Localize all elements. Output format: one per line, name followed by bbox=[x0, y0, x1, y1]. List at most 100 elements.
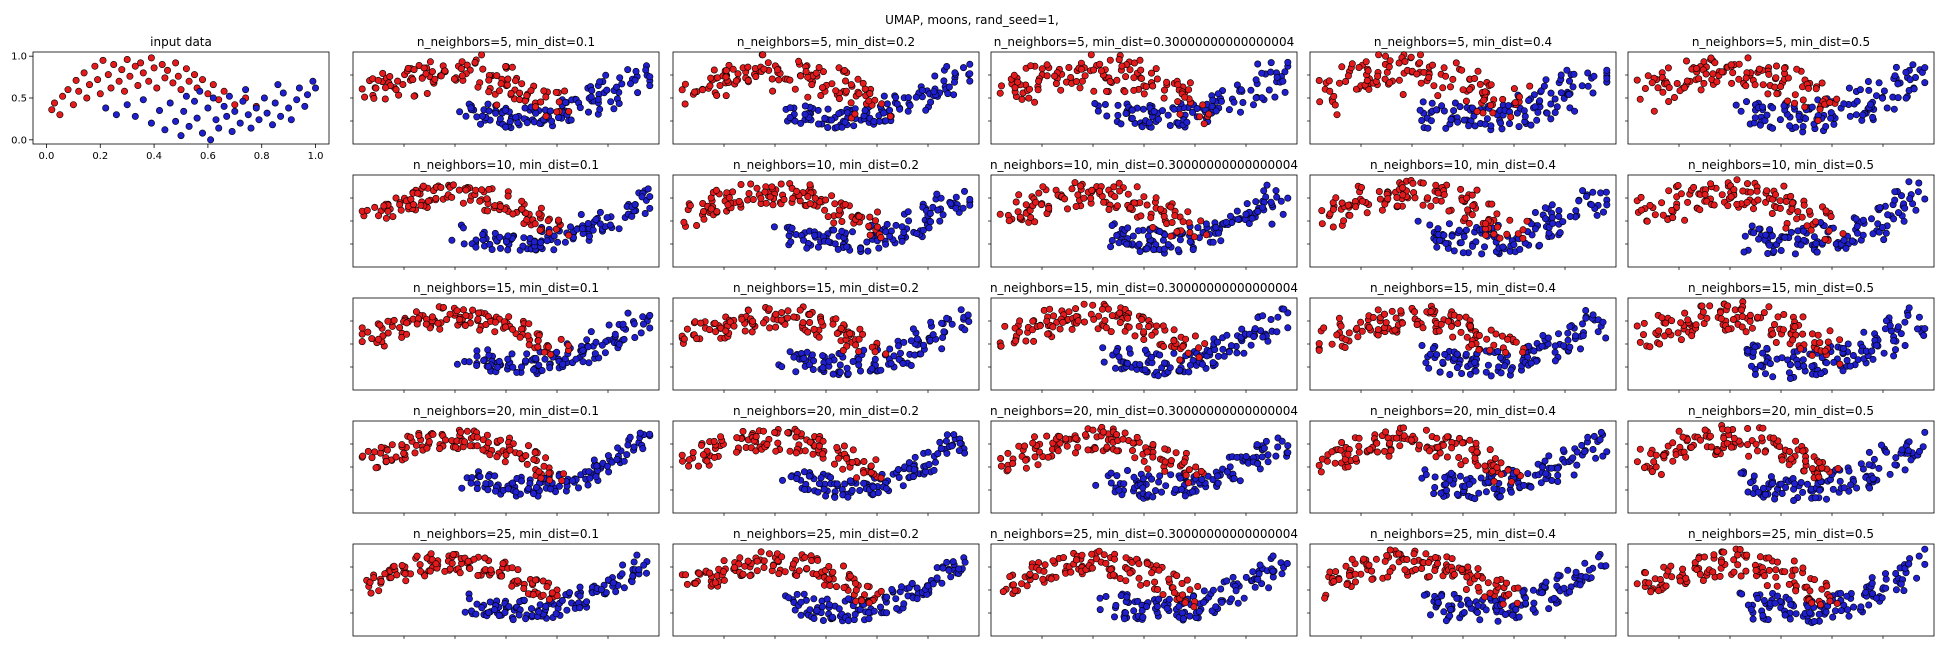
point-class-0 bbox=[1707, 54, 1715, 62]
point-class-0 bbox=[1744, 54, 1752, 62]
point-class-0 bbox=[376, 321, 384, 329]
point-class-1 bbox=[480, 356, 488, 364]
point-class-0 bbox=[1800, 201, 1808, 209]
point-class-0 bbox=[769, 201, 777, 209]
point-class-0 bbox=[1440, 441, 1448, 449]
point-class-0 bbox=[1167, 457, 1175, 465]
point-class-1 bbox=[1139, 105, 1147, 113]
point-class-1 bbox=[147, 119, 155, 127]
point-class-1 bbox=[1853, 484, 1861, 492]
point-class-0 bbox=[729, 188, 737, 196]
point-class-1 bbox=[838, 123, 846, 131]
point-class-1 bbox=[630, 320, 638, 328]
point-class-0 bbox=[1648, 79, 1656, 87]
point-class-1 bbox=[1547, 100, 1555, 108]
point-class-0 bbox=[706, 82, 714, 90]
point-class-0 bbox=[686, 202, 694, 210]
point-class-0 bbox=[1365, 323, 1373, 331]
point-class-1 bbox=[861, 107, 869, 115]
point-class-1 bbox=[922, 106, 930, 114]
point-class-1 bbox=[1787, 228, 1795, 236]
point-class-0 bbox=[1136, 56, 1144, 64]
point-class-1 bbox=[523, 119, 531, 127]
point-class-0 bbox=[462, 186, 470, 194]
point-class-1 bbox=[615, 100, 623, 108]
point-class-0 bbox=[358, 338, 366, 346]
point-class-1 bbox=[1441, 350, 1449, 358]
point-class-0 bbox=[1030, 337, 1038, 345]
point-class-1 bbox=[843, 364, 851, 372]
point-class-0 bbox=[1482, 220, 1490, 228]
point-class-1 bbox=[1791, 480, 1799, 488]
point-class-0 bbox=[169, 79, 177, 87]
panel-r1c2: n_neighbors=5, min_dist=0.2 bbox=[670, 35, 980, 147]
point-class-0 bbox=[1681, 309, 1689, 317]
point-class-0 bbox=[851, 110, 859, 118]
point-class-1 bbox=[819, 352, 827, 360]
point-class-1 bbox=[929, 331, 937, 339]
point-class-1 bbox=[1120, 480, 1128, 488]
point-class-1 bbox=[301, 102, 309, 110]
point-class-0 bbox=[1824, 338, 1832, 346]
subplot-title: n_neighbors=15, min_dist=0.2 bbox=[733, 281, 919, 295]
point-class-0 bbox=[478, 51, 486, 59]
point-class-0 bbox=[1318, 207, 1326, 215]
point-class-0 bbox=[565, 108, 573, 116]
point-class-1 bbox=[626, 433, 634, 441]
point-class-0 bbox=[1114, 202, 1122, 210]
point-class-1 bbox=[247, 124, 255, 132]
point-class-0 bbox=[1072, 434, 1080, 442]
point-class-1 bbox=[1114, 111, 1122, 119]
point-class-1 bbox=[196, 87, 204, 95]
point-class-1 bbox=[277, 112, 285, 120]
point-class-1 bbox=[1737, 107, 1745, 115]
point-class-0 bbox=[997, 342, 1005, 350]
point-class-0 bbox=[96, 90, 104, 98]
point-class-0 bbox=[382, 214, 390, 222]
point-class-1 bbox=[465, 358, 473, 366]
point-class-1 bbox=[252, 104, 260, 112]
point-class-0 bbox=[94, 76, 102, 84]
point-class-0 bbox=[1442, 72, 1450, 80]
point-class-1 bbox=[1172, 485, 1180, 493]
point-class-0 bbox=[1338, 63, 1346, 71]
point-class-0 bbox=[853, 474, 861, 482]
point-class-1 bbox=[193, 114, 201, 122]
point-class-1 bbox=[1901, 341, 1909, 349]
point-class-0 bbox=[1717, 308, 1725, 316]
point-class-1 bbox=[814, 488, 822, 496]
point-class-0 bbox=[422, 70, 430, 78]
point-class-1 bbox=[1123, 240, 1131, 248]
point-class-1 bbox=[467, 104, 475, 112]
point-class-0 bbox=[1674, 329, 1682, 337]
point-class-1 bbox=[1279, 77, 1287, 85]
axes-frame bbox=[1309, 51, 1617, 145]
point-class-1 bbox=[1115, 486, 1123, 494]
point-class-1 bbox=[473, 361, 481, 369]
point-class-1 bbox=[1527, 359, 1535, 367]
point-class-1 bbox=[1584, 69, 1592, 77]
point-class-1 bbox=[1457, 239, 1465, 247]
point-class-0 bbox=[1161, 445, 1169, 453]
point-class-1 bbox=[1454, 118, 1462, 126]
point-class-1 bbox=[1865, 86, 1873, 94]
point-class-1 bbox=[1238, 325, 1246, 333]
point-class-0 bbox=[1486, 446, 1494, 454]
point-class-1 bbox=[631, 201, 639, 209]
point-class-1 bbox=[611, 330, 619, 338]
subplot-title: n_neighbors=15, min_dist=0.5 bbox=[1688, 281, 1874, 295]
point-class-1 bbox=[1751, 114, 1759, 122]
point-class-1 bbox=[1769, 104, 1777, 112]
point-class-0 bbox=[1416, 59, 1424, 67]
point-class-1 bbox=[1582, 306, 1590, 314]
point-class-0 bbox=[1168, 219, 1176, 227]
point-class-0 bbox=[544, 217, 552, 225]
point-class-1 bbox=[848, 228, 856, 236]
point-class-0 bbox=[832, 87, 840, 95]
point-class-0 bbox=[1152, 194, 1160, 202]
point-class-0 bbox=[812, 69, 820, 77]
point-class-1 bbox=[1456, 103, 1464, 111]
point-class-0 bbox=[1409, 179, 1417, 187]
point-class-0 bbox=[1411, 194, 1419, 202]
point-class-1 bbox=[612, 83, 620, 91]
